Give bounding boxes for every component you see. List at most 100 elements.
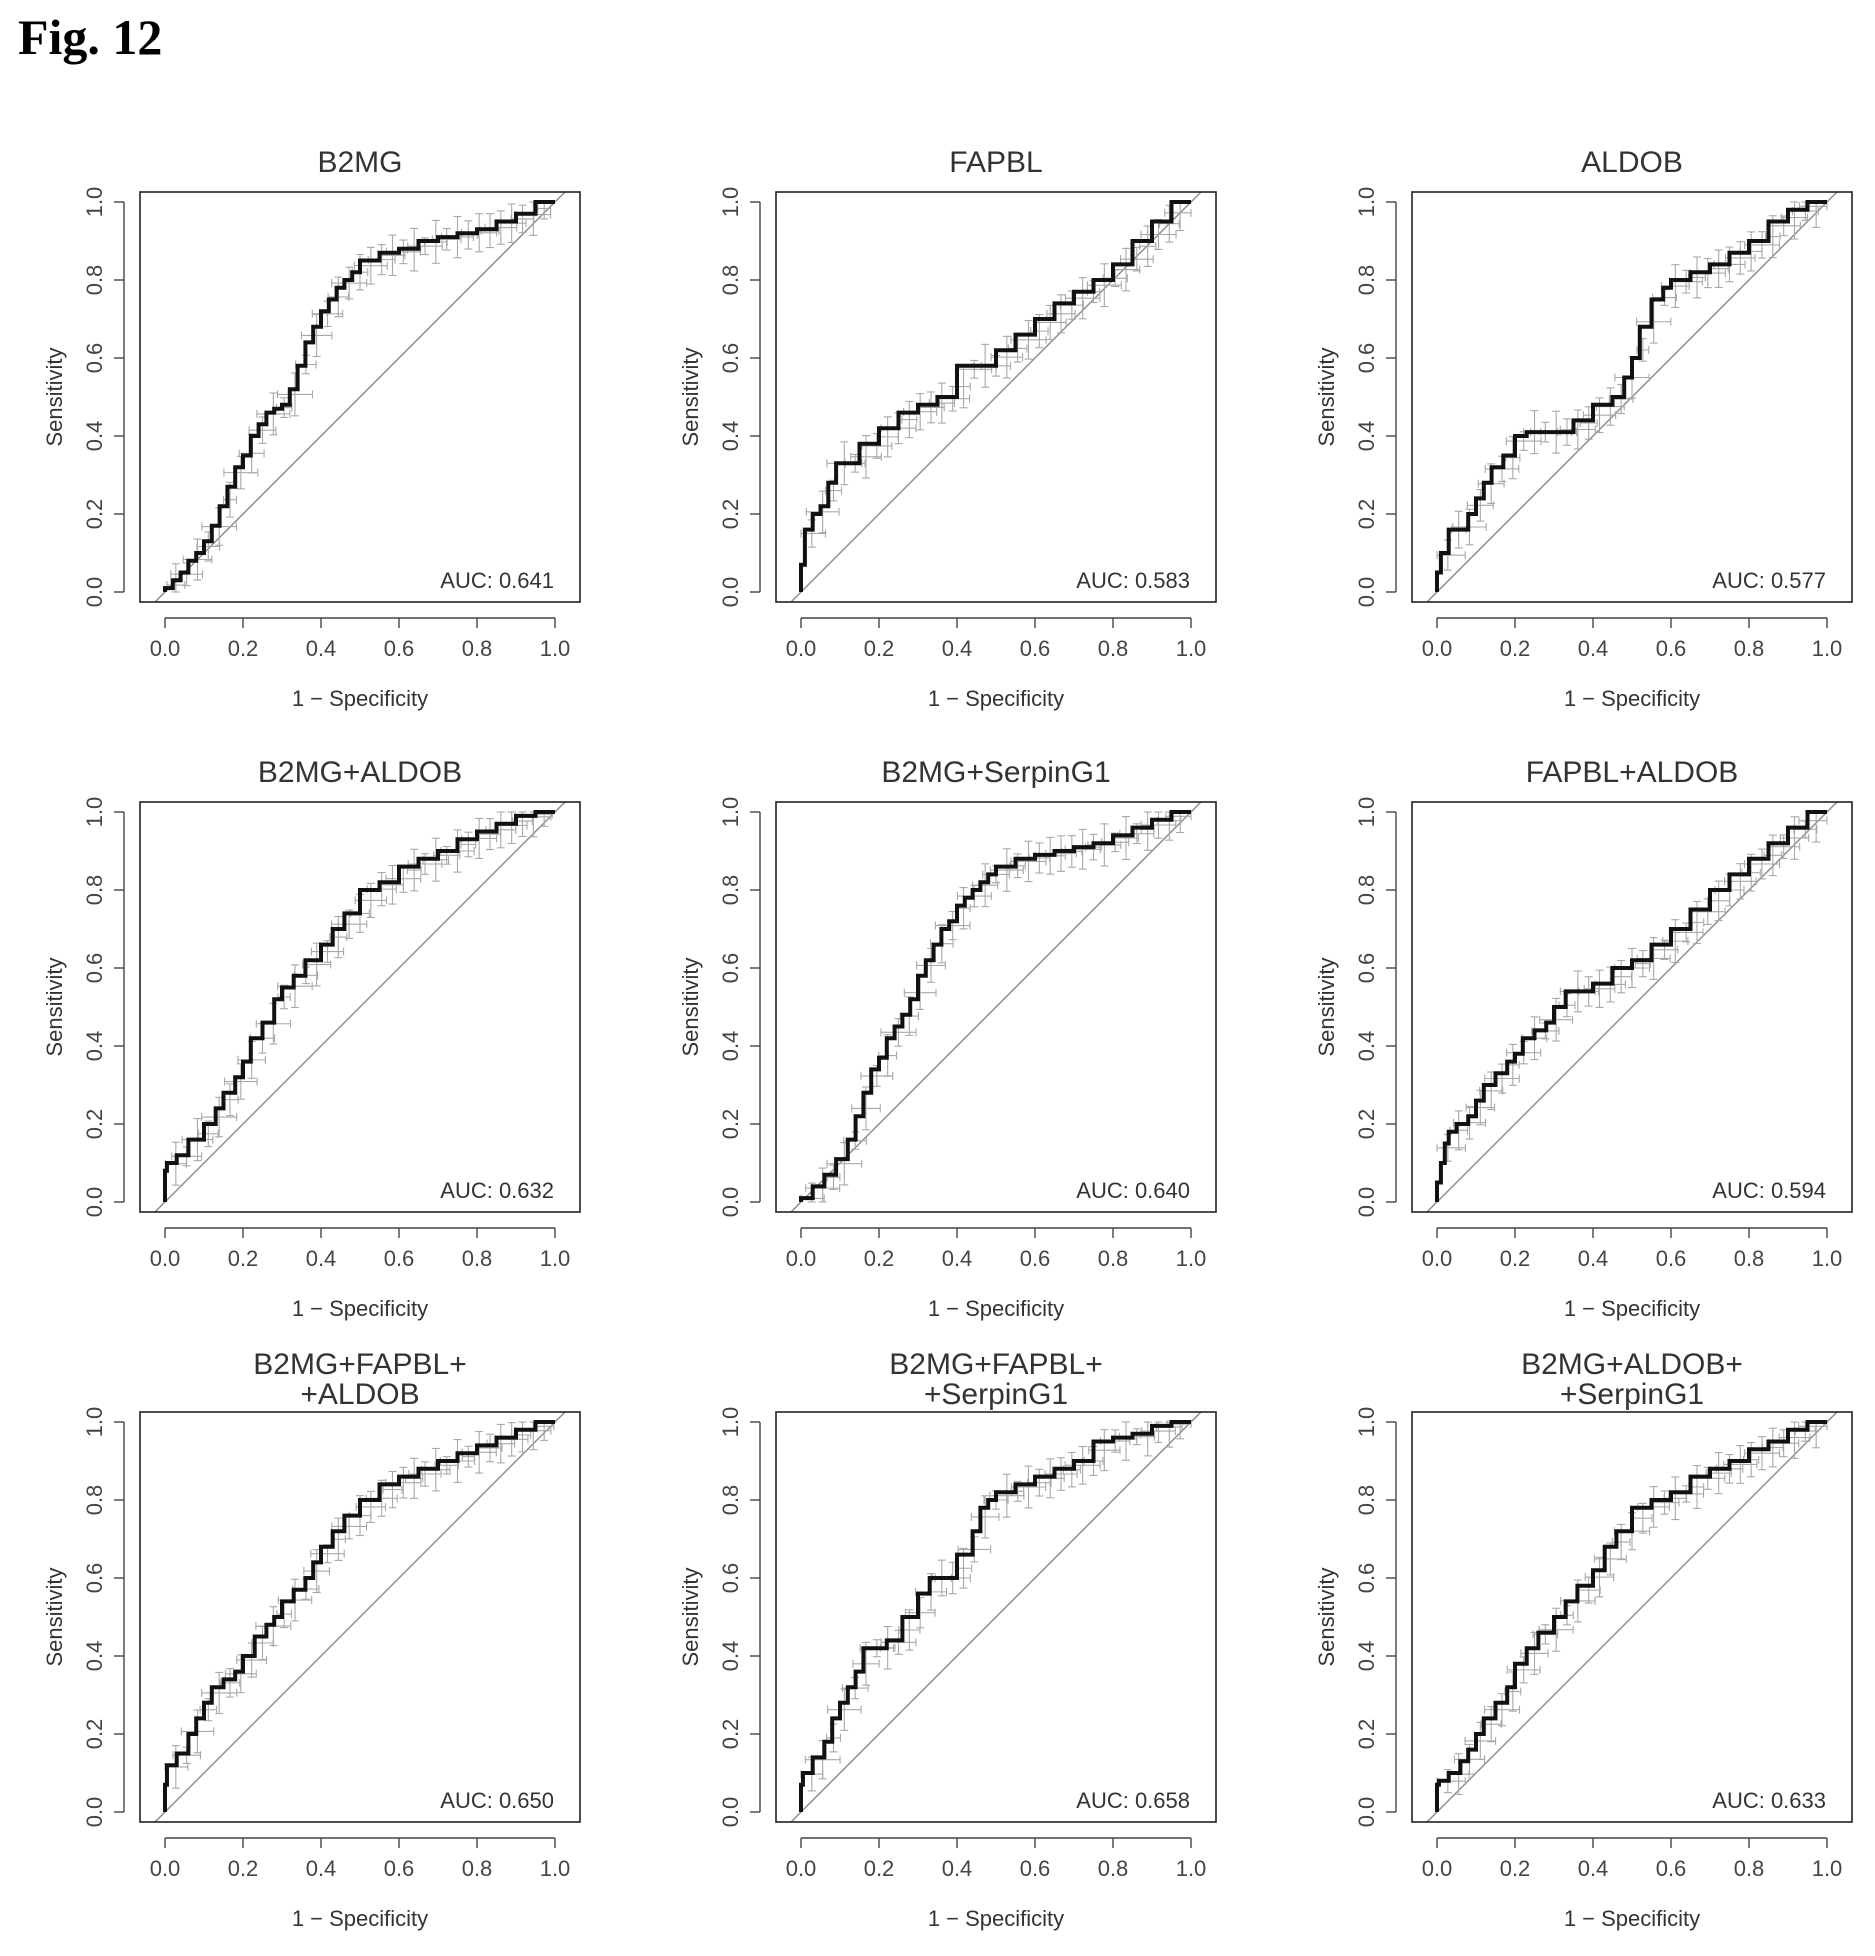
x-tick-label: 0.4 bbox=[1578, 636, 1609, 661]
y-tick-label: 0.8 bbox=[718, 1485, 743, 1516]
confidence-bar bbox=[1724, 241, 1756, 275]
y-tick-label: 0.4 bbox=[1354, 1641, 1379, 1672]
x-axis-label: 1 − Specificity bbox=[1564, 686, 1700, 711]
confidence-bar bbox=[461, 1445, 475, 1468]
y-tick-label: 0.2 bbox=[1354, 1109, 1379, 1140]
confidence-bar bbox=[1483, 1693, 1521, 1727]
y-tick-label: 0.2 bbox=[82, 499, 107, 530]
x-tick-label: 1.0 bbox=[540, 636, 571, 661]
confidence-bar bbox=[1113, 816, 1139, 860]
plot-area bbox=[790, 802, 1202, 1212]
y-tick-label: 0.2 bbox=[718, 1109, 743, 1140]
roc-curve bbox=[1435, 1420, 1827, 1812]
x-axis-label: 1 − Specificity bbox=[1564, 1906, 1700, 1931]
confidence-bar bbox=[1046, 294, 1076, 334]
roc-panel-2: FAPBL 0.0 0.2 0.4 0.6 0.8 1.0 0.0 0.2 0.4 0.6 0.8 1.… bbox=[678, 146, 1217, 711]
x-tick-label: 0.0 bbox=[150, 1246, 181, 1271]
plot-frame bbox=[139, 191, 581, 603]
x-tick-label: 0.0 bbox=[786, 636, 817, 661]
x-tick-label: 0.8 bbox=[1098, 636, 1129, 661]
figure-label: Fig. 12 bbox=[18, 9, 163, 65]
y-tick-label: 1.0 bbox=[82, 187, 107, 218]
roc-panel-6: FAPBL+ALDOB 0.0 0.2 0.4 0.6 0.8 1.0 0.0 0.2 0.4 0.… bbox=[1314, 756, 1853, 1321]
y-tick-label: 0.6 bbox=[718, 343, 743, 374]
confidence-bar bbox=[276, 1600, 292, 1629]
x-axis-label: 1 − Specificity bbox=[928, 1906, 1064, 1931]
x-tick-label: 0.2 bbox=[864, 1856, 895, 1881]
x-tick-label: 1.0 bbox=[1176, 636, 1207, 661]
roc-panel-9: B2MG+ALDOB++SerpinG1 0.0 0.2 0.4 0.6 0.8 1.0 0.… bbox=[1314, 1348, 1853, 1931]
plot-area bbox=[1426, 1412, 1838, 1822]
y-tick-label: 0.6 bbox=[1354, 953, 1379, 984]
diagonal-reference-line bbox=[1426, 802, 1838, 1212]
y-tick-label: 0.8 bbox=[82, 265, 107, 296]
roc-curve bbox=[163, 1420, 555, 1812]
x-tick-label: 0.6 bbox=[384, 1856, 415, 1881]
plot-frame bbox=[1411, 801, 1853, 1213]
roc-panel-1: B2MG 0.0 0.2 0.4 0.6 0.8 1.0 0.0 0.2 0.4 0.6 0.8 1.0… bbox=[42, 146, 581, 711]
confidence-bar bbox=[901, 400, 918, 439]
x-tick-label: 0.2 bbox=[864, 636, 895, 661]
panel-title: B2MG bbox=[317, 146, 402, 179]
confidence-bar bbox=[1662, 919, 1689, 964]
plot-frame bbox=[775, 191, 1217, 603]
confidence-bar bbox=[248, 416, 277, 444]
x-tick-label: 0.2 bbox=[228, 1246, 259, 1271]
x-tick-label: 0.8 bbox=[1734, 1246, 1765, 1271]
x-tick-label: 0.4 bbox=[942, 636, 973, 661]
confidence-bar bbox=[1636, 299, 1672, 344]
x-tick-label: 1.0 bbox=[1812, 1246, 1843, 1271]
diagonal-reference-line bbox=[790, 1412, 1202, 1822]
y-tick-label: 0.2 bbox=[82, 1109, 107, 1140]
roc-panel-5: B2MG+SerpinG1 0.0 0.2 0.4 0.6 0.8 1.0 0.0 0.2 0.4… bbox=[678, 756, 1217, 1321]
confidence-bar bbox=[223, 1063, 258, 1100]
y-tick-label: 1.0 bbox=[82, 1407, 107, 1438]
x-tick-label: 0.6 bbox=[1656, 1856, 1687, 1881]
x-tick-label: 0.8 bbox=[462, 636, 493, 661]
y-tick-label: 0.4 bbox=[1354, 421, 1379, 452]
plot-area bbox=[790, 192, 1202, 602]
confidence-bar bbox=[860, 1064, 894, 1087]
confidence-bar bbox=[1559, 409, 1596, 450]
y-tick-label: 0.2 bbox=[718, 1719, 743, 1750]
plot-frame bbox=[139, 801, 581, 1213]
confidence-bar bbox=[1743, 848, 1781, 880]
confidence-bar bbox=[537, 201, 552, 220]
plot-area bbox=[1426, 192, 1838, 602]
confidence-bar bbox=[1111, 247, 1141, 292]
x-axis-label: 1 − Specificity bbox=[292, 1296, 428, 1321]
x-axis-label: 1 − Specificity bbox=[1564, 1296, 1700, 1321]
x-tick-label: 0.8 bbox=[1734, 1856, 1765, 1881]
auc-label: AUC: 0.632 bbox=[440, 1178, 554, 1203]
roc-curve bbox=[163, 200, 555, 592]
confidence-bar bbox=[1140, 811, 1177, 839]
x-tick-label: 1.0 bbox=[540, 1246, 571, 1271]
confidence-bar bbox=[1064, 1446, 1101, 1485]
y-axis-label: Sensitivity bbox=[1314, 1567, 1339, 1666]
y-axis-label: Sensitivity bbox=[678, 957, 703, 1056]
roc-panel-8: B2MG+FAPBL++SerpinG1 0.0 0.2 0.4 0.6 0.8 1.0 0.… bbox=[678, 1348, 1217, 1931]
x-tick-label: 0.8 bbox=[1098, 1246, 1129, 1271]
x-axis-label: 1 − Specificity bbox=[292, 1906, 428, 1931]
confidence-bar bbox=[852, 1641, 880, 1686]
x-tick-label: 0.4 bbox=[942, 1246, 973, 1271]
y-tick-label: 0.0 bbox=[82, 1797, 107, 1828]
roc-panel-7: B2MG+FAPBL++ALDOB 0.0 0.2 0.4 0.6 0.8 1.0 0.0 0.… bbox=[42, 1348, 581, 1931]
x-tick-label: 0.2 bbox=[864, 1246, 895, 1271]
confidence-bar bbox=[1576, 1576, 1601, 1604]
confidence-bar bbox=[329, 915, 348, 959]
x-tick-label: 0.6 bbox=[384, 1246, 415, 1271]
auc-label: AUC: 0.633 bbox=[1712, 1788, 1826, 1813]
x-tick-label: 0.6 bbox=[384, 636, 415, 661]
plot-frame bbox=[775, 1411, 1217, 1823]
plot-frame bbox=[1411, 1411, 1853, 1823]
confidence-bar bbox=[1506, 1656, 1541, 1684]
y-tick-label: 0.6 bbox=[82, 343, 107, 374]
y-tick-label: 0.6 bbox=[82, 1563, 107, 1594]
y-tick-label: 0.6 bbox=[1354, 343, 1379, 374]
y-tick-label: 0.6 bbox=[718, 1563, 743, 1594]
x-tick-label: 0.8 bbox=[462, 1856, 493, 1881]
confidence-bar bbox=[1139, 225, 1157, 268]
confidence-bar bbox=[1584, 1556, 1615, 1598]
roc-curve bbox=[1435, 810, 1827, 1202]
